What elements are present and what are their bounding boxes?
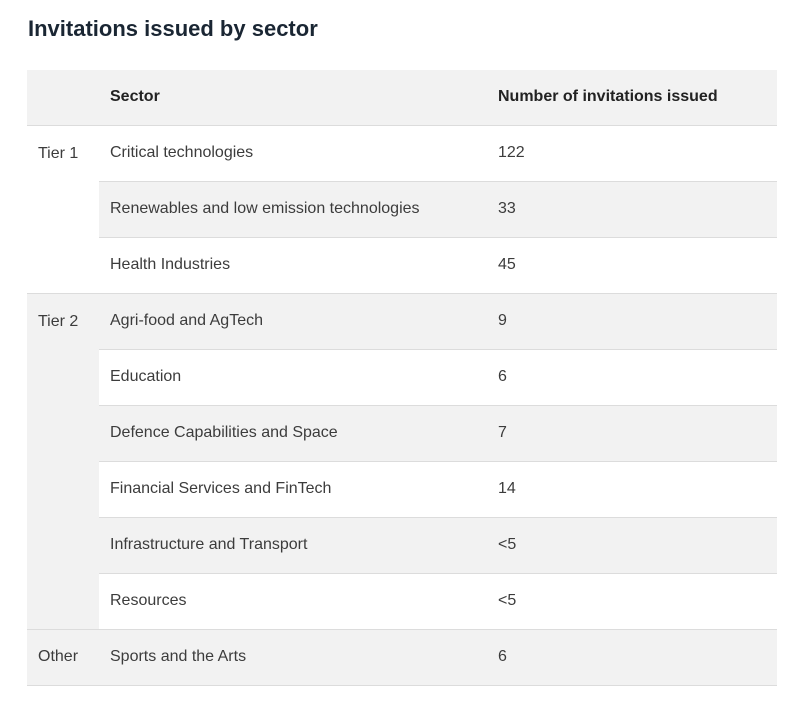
count-cell: 33 [498, 181, 777, 238]
table-header-row: Sector Number of invitations issued [27, 70, 777, 126]
page-title: Invitations issued by sector [28, 16, 318, 41]
header-sector: Sector [99, 70, 498, 126]
count-cell: <5 [498, 573, 777, 630]
header-count: Number of invitations issued [498, 70, 777, 126]
count-cell: 6 [498, 349, 777, 406]
table-row: Health Industries 45 [27, 237, 777, 294]
tier-label: Other [27, 629, 99, 686]
sector-cell: Renewables and low emission technologies [99, 181, 498, 238]
table-row: Education 6 [27, 349, 777, 406]
tier-label: Tier 2 [27, 293, 99, 630]
count-cell: 122 [498, 125, 777, 182]
table-row: Tier 1 Critical technologies 122 [27, 125, 777, 294]
count-cell: 45 [498, 237, 777, 294]
table-row: Other Sports and the Arts 6 [27, 629, 777, 686]
sector-cell: Critical technologies [99, 125, 498, 182]
sector-cell: Infrastructure and Transport [99, 517, 498, 574]
sector-cell: Defence Capabilities and Space [99, 405, 498, 462]
count-cell: <5 [498, 517, 777, 574]
table-row: Financial Services and FinTech 14 [27, 461, 777, 518]
table-row: Infrastructure and Transport <5 [27, 517, 777, 574]
sector-cell: Health Industries [99, 237, 498, 294]
count-cell: 14 [498, 461, 777, 518]
sector-cell: Education [99, 349, 498, 406]
table-row: Defence Capabilities and Space 7 [27, 405, 777, 462]
table-row: Resources <5 [27, 573, 777, 630]
count-cell: 6 [498, 629, 777, 686]
tier-label: Tier 1 [27, 125, 99, 294]
sector-cell: Sports and the Arts [99, 629, 498, 686]
table-row: Tier 2 Agri-food and AgTech 9 [27, 293, 777, 630]
sector-cell: Agri-food and AgTech [99, 293, 498, 350]
count-cell: 7 [498, 405, 777, 462]
sector-invitations-table: Sector Number of invitations issued Tier… [27, 70, 777, 686]
table-row: Renewables and low emission technologies… [27, 181, 777, 238]
count-cell: 9 [498, 293, 777, 350]
header-tier [27, 70, 99, 126]
sector-cell: Resources [99, 573, 498, 630]
sector-cell: Financial Services and FinTech [99, 461, 498, 518]
